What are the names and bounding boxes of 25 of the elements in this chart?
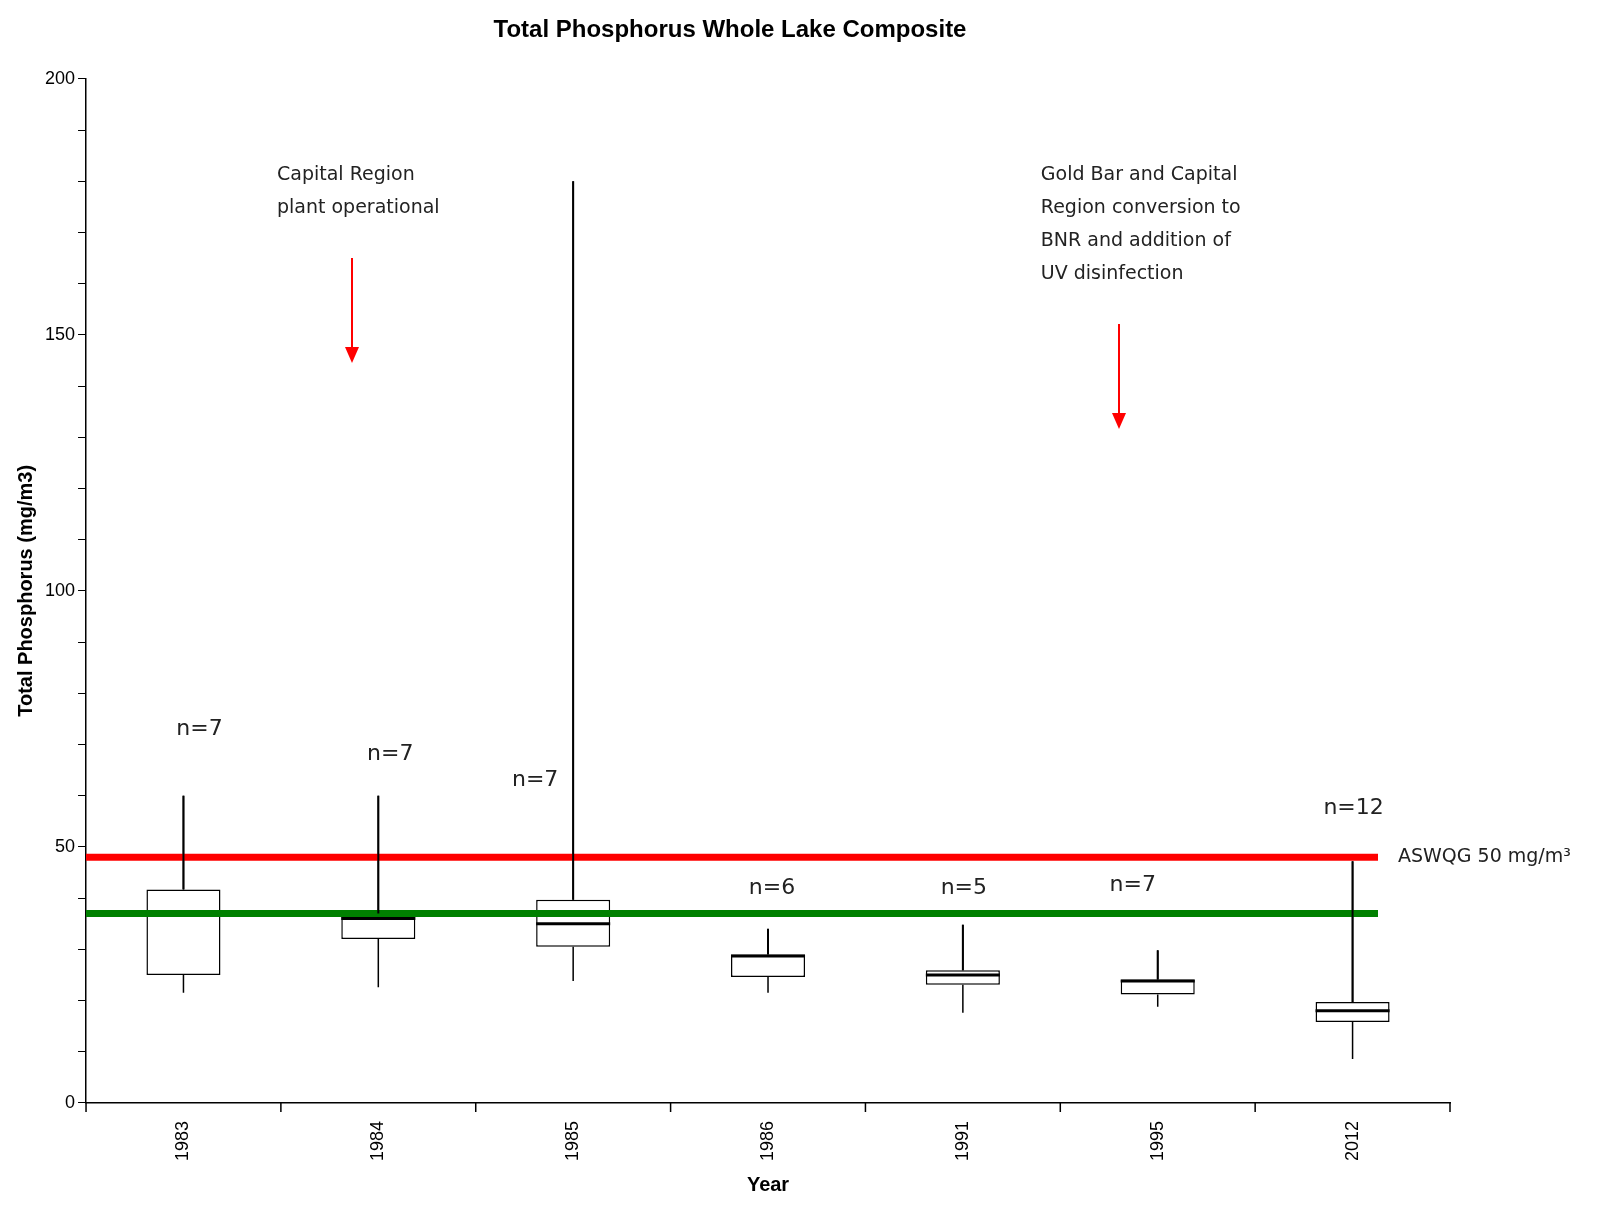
x-tick-label: 1984 bbox=[367, 1120, 388, 1161]
x-tick-label: 2012 bbox=[1341, 1120, 1362, 1161]
x-tick-label: 1983 bbox=[172, 1120, 193, 1161]
y-tick-label: 0 bbox=[65, 1091, 76, 1112]
y-tick-label: 50 bbox=[55, 835, 76, 856]
annotation: Capital Region plant operational bbox=[276, 160, 441, 219]
annotation: n=12 bbox=[1323, 794, 1384, 820]
y-axis-title: Total Phosphorus (mg/m3) bbox=[13, 464, 36, 717]
y-tick-label: 100 bbox=[44, 579, 76, 600]
chart-title: Total Phosphorus Whole Lake Composite bbox=[493, 15, 967, 43]
annotation: n=5 bbox=[940, 873, 988, 899]
y-tick-label: 150 bbox=[44, 323, 76, 344]
ref-line-label: ASWQG 50 mg/m³ bbox=[1398, 844, 1571, 867]
x-tick-label: 1991 bbox=[951, 1120, 972, 1161]
annotation: n=7 bbox=[176, 714, 223, 740]
x-tick-label: 1985 bbox=[562, 1120, 583, 1161]
y-tick-label: 200 bbox=[44, 67, 76, 88]
annotation: n=7 bbox=[511, 766, 559, 792]
annotation: n=6 bbox=[748, 873, 796, 899]
x-tick-label: 1995 bbox=[1146, 1120, 1167, 1161]
x-tick-label: 1986 bbox=[756, 1120, 777, 1161]
annotation: n=7 bbox=[1109, 871, 1156, 897]
annotation: n=7 bbox=[367, 740, 414, 766]
annotation: Gold Bar and Capital Region conversion to BNR and addition of UV disinfection bbox=[1040, 160, 1242, 285]
x-axis-title: Year bbox=[746, 1172, 790, 1195]
